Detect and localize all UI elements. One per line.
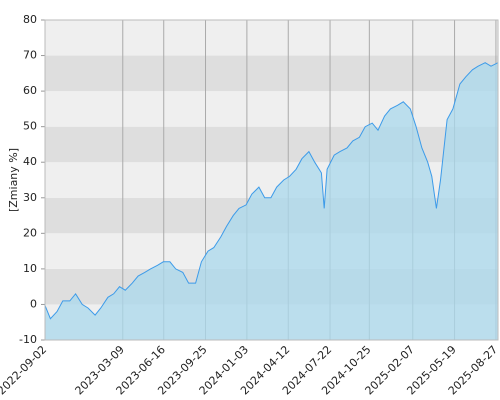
y-tick-label: -10 (19, 333, 37, 346)
y-tick-label: 30 (23, 191, 37, 204)
y-tick-label: 60 (23, 84, 37, 97)
y-tick-label: 10 (23, 262, 37, 275)
y-tick-label: 40 (23, 155, 37, 168)
area (44, 62, 498, 340)
line (44, 62, 499, 320)
band (45, 91, 498, 127)
y-tick-label: 0 (30, 297, 37, 310)
plot-frame (44, 19, 499, 341)
y-tick-label: 50 (23, 120, 37, 133)
y-axis-label: [Zmiany %] (7, 148, 20, 212)
band (45, 20, 498, 56)
y-tick-label: 80 (23, 13, 37, 26)
x-tick-label: 2022-09-02 (0, 343, 49, 397)
band (45, 126, 498, 163)
y-tick-label: 70 (23, 49, 37, 62)
y-tick-label: 20 (23, 226, 37, 239)
band (45, 55, 498, 92)
